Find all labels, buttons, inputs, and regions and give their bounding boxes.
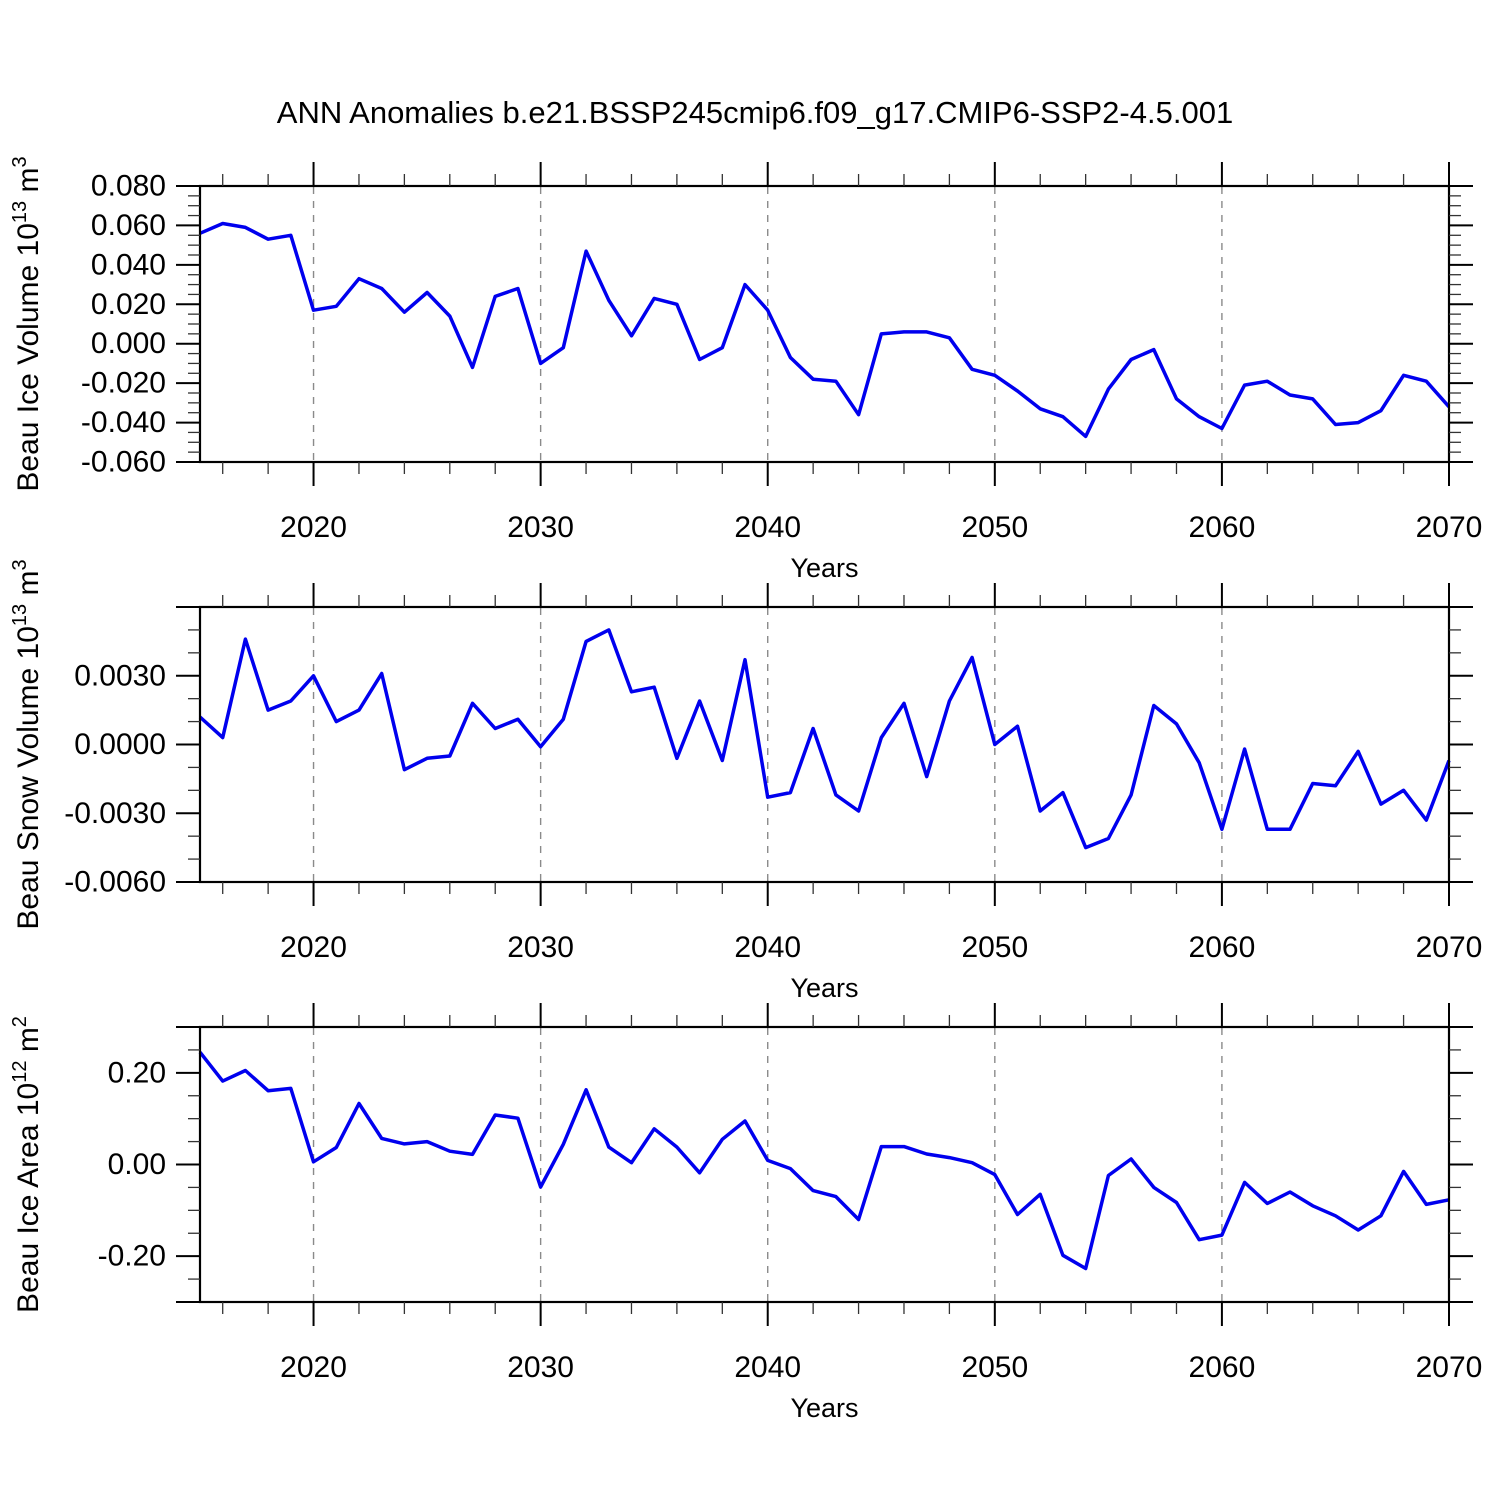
x-tick-label: 2020: [280, 511, 347, 544]
y-tick-label: 0.040: [91, 248, 166, 281]
y-tick-label: -0.20: [98, 1240, 166, 1273]
x-tick-label: 2050: [961, 511, 1028, 544]
beau-snow-volume-series-line: [198, 628, 1451, 850]
y-axis-title: Beau Snow Volume 1013 m3: [9, 559, 45, 929]
y-tick-label: 0.020: [91, 288, 166, 321]
x-tick-label: 2070: [1416, 931, 1483, 964]
x-tick-label: 2070: [1416, 1351, 1483, 1384]
y-tick-label: 0.20: [108, 1056, 166, 1089]
plot-frame: [198, 184, 1451, 464]
beau-ice-area-panel: 2020 2030 2040 2050 2060 2070 Years 0.20 0.00 -0.…: [9, 1003, 1482, 1423]
x-axis-title: Years: [790, 1393, 858, 1423]
x-tick-label: 2050: [961, 931, 1028, 964]
y-tick-label: -0.020: [81, 367, 166, 400]
y-tick-label: 0.0000: [74, 728, 166, 761]
y-axis-title: Beau Ice Volume 1013 m3: [9, 156, 45, 491]
y-tick-label: 0.00: [108, 1148, 166, 1181]
y-tick-label: 0.000: [91, 327, 166, 360]
plot-frame: [198, 1025, 1451, 1304]
beau-snow-volume-panel: 2020 2030 2040 2050 2060 2070 Years 0.0030 0.000…: [9, 559, 1482, 1003]
x-tick-label: 2020: [280, 931, 347, 964]
y-tick-label: 0.080: [91, 170, 166, 203]
x-tick-label: 2070: [1416, 511, 1483, 544]
panels-group: 2020 2030 2040 2050 2060 2070 Years 0.080 0.060 0…: [9, 156, 1482, 1423]
plot-frame: [198, 605, 1451, 884]
y-tick-label: 0.060: [91, 209, 166, 242]
x-tick-label: 2040: [734, 1351, 801, 1384]
x-tick-label: 2030: [507, 931, 574, 964]
y-axis-title: Beau Ice Area 1012 m2: [9, 1016, 45, 1313]
x-axis-title: Years: [790, 553, 858, 583]
x-tick-label: 2040: [734, 931, 801, 964]
x-tick-label: 2060: [1189, 1351, 1256, 1384]
x-axis-title: Years: [790, 973, 858, 1003]
y-tick-label: -0.0060: [64, 866, 166, 899]
x-tick-label: 2030: [507, 511, 574, 544]
x-tick-label: 2060: [1189, 931, 1256, 964]
figure-title: ANN Anomalies b.e21.BSSP245cmip6.f09_g17…: [277, 95, 1233, 130]
beau-ice-volume-series-line: [199, 221, 1451, 439]
x-tick-label: 2030: [507, 1351, 574, 1384]
beau-ice-volume-panel: 2020 2030 2040 2050 2060 2070 Years 0.080 0.060 0…: [9, 156, 1482, 583]
y-tick-label: -0.0030: [64, 797, 166, 830]
y-tick-label: 0.0030: [74, 659, 166, 692]
x-tick-label: 2050: [961, 1351, 1028, 1384]
x-tick-label: 2060: [1189, 511, 1256, 544]
x-tick-label: 2040: [734, 511, 801, 544]
y-tick-label: -0.040: [81, 406, 166, 439]
x-tick-label: 2020: [280, 1351, 347, 1384]
beau-ice-area-series-line: [198, 1051, 1450, 1271]
y-tick-label: -0.060: [81, 446, 166, 479]
